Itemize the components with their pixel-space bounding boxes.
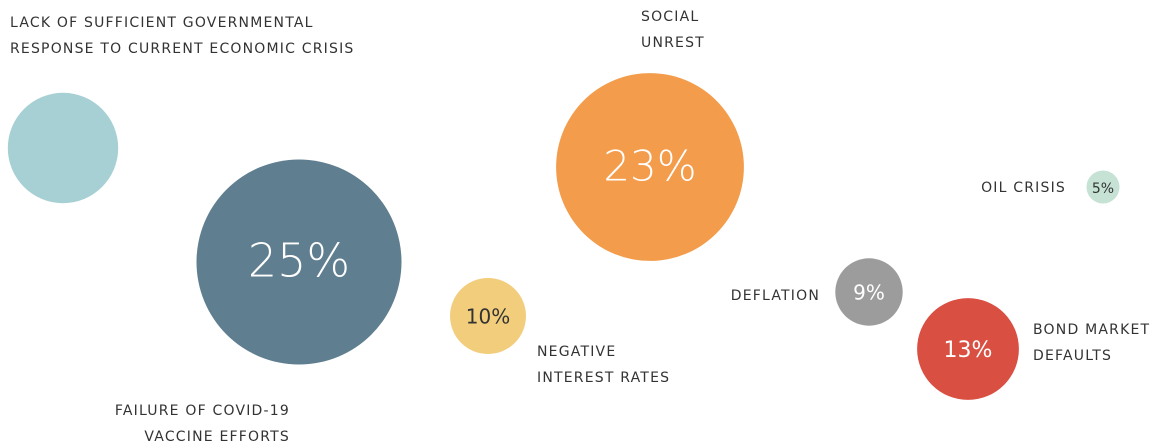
value-label: 10%: [466, 305, 510, 329]
bubble: [450, 278, 526, 354]
bubble: [835, 258, 903, 326]
category-label: INTEREST RATES: [537, 370, 670, 386]
category-label: LACK OF SUFFICIENT GOVERNMENTAL: [10, 15, 314, 31]
bubble: [556, 73, 744, 261]
value-label: 23%: [603, 142, 696, 191]
category-label: BOND MARKET: [1033, 322, 1150, 338]
category-label: DEFLATION: [731, 288, 820, 304]
value-label: 13%: [944, 338, 993, 363]
category-label: VACCINE EFFORTS: [144, 429, 290, 445]
category-label: OIL CRISIS: [981, 180, 1066, 196]
category-label: DEFAULTS: [1033, 348, 1112, 364]
value-label: 9%: [853, 281, 885, 305]
category-label: NEGATIVE: [537, 344, 616, 360]
category-label: SOCIAL: [641, 9, 699, 25]
bubble: [1086, 170, 1120, 204]
value-label: 5%: [1092, 181, 1114, 197]
category-label: FAILURE OF COVID-19: [115, 403, 290, 419]
bubble: [196, 159, 402, 365]
bubble: [917, 298, 1019, 400]
value-label: 25%: [248, 234, 350, 288]
category-label: UNREST: [641, 35, 705, 51]
bubble: [7, 92, 119, 204]
category-label: RESPONSE TO CURRENT ECONOMIC CRISIS: [10, 41, 355, 57]
